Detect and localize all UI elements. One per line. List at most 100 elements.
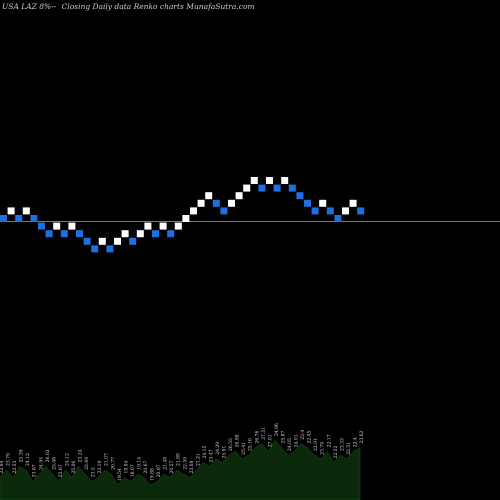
volume-label: 22.59 — [182, 457, 188, 470]
volume-label: 24.12 — [65, 453, 71, 466]
renko-brick-up — [182, 215, 190, 222]
volume-label: 21.21 — [195, 453, 201, 466]
volume-label: 23.08 — [189, 460, 195, 473]
renko-brick-down — [76, 230, 83, 238]
renko-brick-down — [220, 207, 228, 215]
volume-label: 24.94 — [38, 457, 44, 470]
volume-label: 23.24 — [78, 449, 84, 462]
volume-label: 24.05 — [287, 438, 293, 451]
volume-label: 25.41 — [241, 442, 247, 455]
renko-brick-up — [190, 207, 197, 215]
volume-label: 19.54 — [117, 468, 123, 481]
volume-label: 23.47 — [209, 449, 215, 462]
volume-label: 25.46 — [51, 457, 57, 470]
renko-brick-down — [334, 215, 342, 222]
caption-label: Closing Daily data Renko charts MunafaSu… — [61, 2, 255, 11]
renko-brick-down — [212, 199, 220, 207]
bricks-layer — [0, 177, 365, 253]
volume-label: 24.01 — [294, 434, 300, 447]
volume-label: 20.67 — [143, 460, 149, 473]
renko-brick-down — [273, 184, 281, 192]
renko-brick-up — [98, 237, 106, 245]
volume-label: 23.5 — [91, 467, 97, 477]
volume-label: 27.01 — [267, 434, 273, 447]
renko-brick-down — [167, 230, 175, 238]
volume-label: 19.94 — [123, 460, 129, 473]
volume-label: 22.52 — [333, 445, 339, 458]
renko-brick-up — [235, 192, 243, 200]
volume-label: 26.76 — [254, 430, 260, 443]
renko-brick-down — [357, 207, 365, 215]
volume-label: 23.33 — [339, 438, 345, 451]
volume-label: 22.91 — [313, 438, 319, 451]
volume-label: 24.15 — [202, 445, 208, 458]
volume-label: 22.69 — [84, 457, 90, 470]
volume-label: 21.07 — [104, 453, 110, 466]
renko-brick-down — [0, 215, 7, 222]
renko-brick-up — [243, 184, 251, 192]
renko-brick-up — [228, 199, 235, 207]
volume-label: 20.97 — [156, 464, 162, 477]
volume-label: 25.87 — [281, 430, 287, 443]
renko-brick-up — [174, 222, 182, 230]
renko-brick-down — [60, 230, 68, 238]
renko-brick-down — [311, 207, 319, 215]
renko-brick-up — [22, 207, 30, 215]
volume-label: 23.79 — [320, 442, 326, 455]
volume-area — [0, 439, 361, 500]
renko-brick-up — [136, 230, 144, 238]
renko-brick-up — [266, 177, 273, 184]
renko-brick-up — [281, 177, 289, 184]
volume-label: 22.84 — [0, 460, 5, 473]
renko-brick-up — [68, 222, 76, 230]
volume-label: 23.87 — [32, 464, 38, 477]
volume-label: 25.16 — [248, 438, 254, 451]
volume-label: 22.51 — [346, 442, 352, 455]
renko-brick-up — [53, 222, 61, 230]
renko-brick-up — [250, 177, 258, 184]
renko-brick-down — [106, 245, 114, 253]
renko-brick-down — [288, 184, 296, 192]
renko-brick-down — [296, 192, 304, 200]
renko-brick-down — [30, 215, 38, 222]
renko-brick-up — [342, 207, 349, 215]
volume-label: 23.4 — [300, 430, 306, 440]
volume-label: 19.14 — [137, 457, 143, 470]
volume-label: 22.45 — [307, 430, 313, 443]
renko-brick-down — [304, 199, 311, 207]
renko-brick-up — [349, 199, 357, 207]
volume-label: 22.4 — [353, 437, 359, 447]
renko-brick-down — [45, 230, 53, 238]
chart-header: USA LAZ 8%-- Closing Daily data Renko ch… — [2, 2, 258, 11]
volume-label: 24.12 — [25, 453, 31, 466]
renko-brick-up — [159, 222, 167, 230]
renko-brick-up — [114, 237, 121, 245]
volume-label: 24.96 — [274, 423, 280, 436]
renko-brick-up — [205, 192, 213, 200]
volume-label: 25.67 — [58, 464, 64, 477]
renko-brick-down — [38, 222, 45, 230]
volume-label: 20.57 — [169, 460, 175, 473]
volume-label: 26.98 — [235, 434, 241, 447]
renko-brick-down — [326, 207, 334, 215]
volume-label: 27.51 — [261, 427, 267, 440]
renko-brick-up — [144, 222, 152, 230]
renko-brick-up — [7, 207, 15, 215]
volume-label: 18.07 — [130, 464, 136, 477]
volume-label: 20.77 — [110, 457, 116, 470]
volume-label: 19.88 — [150, 468, 156, 481]
renko-brick-up — [319, 199, 327, 207]
symbol-label: USA LAZ 8%-- — [2, 2, 57, 11]
volume-label: 25.06 — [71, 460, 77, 473]
renko-brick-up — [121, 230, 129, 238]
renko-brick-down — [83, 237, 91, 245]
volume-label: 25.91 — [222, 445, 228, 458]
volume-label: 26.55 — [228, 438, 234, 451]
volume-label: 21.48 — [163, 457, 169, 470]
volume-label: 22.53 — [12, 460, 18, 473]
volume-label: 26.02 — [45, 449, 51, 462]
renko-brick-down — [258, 184, 266, 192]
volume-label: 22.19 — [97, 460, 103, 473]
